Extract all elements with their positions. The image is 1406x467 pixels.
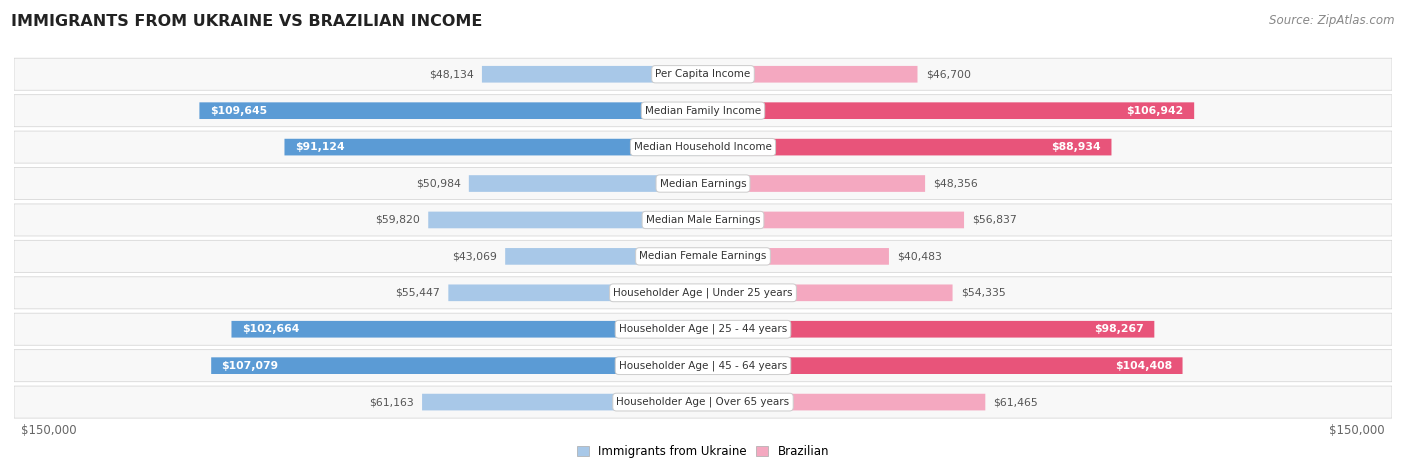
FancyBboxPatch shape — [14, 386, 1392, 418]
Text: Per Capita Income: Per Capita Income — [655, 69, 751, 79]
FancyBboxPatch shape — [14, 313, 1392, 345]
Text: Householder Age | 45 - 64 years: Householder Age | 45 - 64 years — [619, 361, 787, 371]
FancyBboxPatch shape — [14, 95, 1392, 127]
FancyBboxPatch shape — [505, 248, 703, 265]
Text: $46,700: $46,700 — [925, 69, 970, 79]
Text: IMMIGRANTS FROM UKRAINE VS BRAZILIAN INCOME: IMMIGRANTS FROM UKRAINE VS BRAZILIAN INC… — [11, 14, 482, 29]
Text: $40,483: $40,483 — [897, 251, 942, 262]
FancyBboxPatch shape — [211, 357, 703, 374]
FancyBboxPatch shape — [703, 284, 952, 301]
Text: Median Family Income: Median Family Income — [645, 106, 761, 116]
FancyBboxPatch shape — [422, 394, 703, 410]
Text: $55,447: $55,447 — [395, 288, 440, 298]
Text: $61,465: $61,465 — [994, 397, 1038, 407]
Text: Householder Age | Over 65 years: Householder Age | Over 65 years — [616, 397, 790, 407]
Text: $48,356: $48,356 — [934, 178, 979, 189]
FancyBboxPatch shape — [232, 321, 703, 338]
Text: $102,664: $102,664 — [242, 324, 299, 334]
Text: Median Female Earnings: Median Female Earnings — [640, 251, 766, 262]
Legend: Immigrants from Ukraine, Brazilian: Immigrants from Ukraine, Brazilian — [576, 445, 830, 458]
FancyBboxPatch shape — [703, 357, 1182, 374]
Text: $88,934: $88,934 — [1052, 142, 1101, 152]
FancyBboxPatch shape — [284, 139, 703, 156]
FancyBboxPatch shape — [429, 212, 703, 228]
Text: $150,000: $150,000 — [21, 424, 76, 437]
Text: $61,163: $61,163 — [368, 397, 413, 407]
FancyBboxPatch shape — [468, 175, 703, 192]
Text: $91,124: $91,124 — [295, 142, 344, 152]
FancyBboxPatch shape — [14, 241, 1392, 272]
FancyBboxPatch shape — [703, 212, 965, 228]
FancyBboxPatch shape — [14, 277, 1392, 309]
Text: Householder Age | 25 - 44 years: Householder Age | 25 - 44 years — [619, 324, 787, 334]
FancyBboxPatch shape — [482, 66, 703, 83]
FancyBboxPatch shape — [14, 204, 1392, 236]
Text: Median Male Earnings: Median Male Earnings — [645, 215, 761, 225]
Text: $59,820: $59,820 — [375, 215, 420, 225]
Text: $107,079: $107,079 — [222, 361, 278, 371]
FancyBboxPatch shape — [14, 58, 1392, 90]
Text: Median Earnings: Median Earnings — [659, 178, 747, 189]
FancyBboxPatch shape — [14, 350, 1392, 382]
FancyBboxPatch shape — [703, 139, 1112, 156]
FancyBboxPatch shape — [703, 248, 889, 265]
Text: Householder Age | Under 25 years: Householder Age | Under 25 years — [613, 288, 793, 298]
FancyBboxPatch shape — [703, 394, 986, 410]
FancyBboxPatch shape — [14, 131, 1392, 163]
Text: $43,069: $43,069 — [453, 251, 496, 262]
Text: Median Household Income: Median Household Income — [634, 142, 772, 152]
FancyBboxPatch shape — [703, 175, 925, 192]
Text: $104,408: $104,408 — [1115, 361, 1173, 371]
FancyBboxPatch shape — [14, 168, 1392, 199]
Text: $109,645: $109,645 — [209, 106, 267, 116]
Text: $56,837: $56,837 — [973, 215, 1017, 225]
Text: $54,335: $54,335 — [960, 288, 1005, 298]
FancyBboxPatch shape — [703, 102, 1194, 119]
FancyBboxPatch shape — [703, 66, 918, 83]
Text: $150,000: $150,000 — [1330, 424, 1385, 437]
Text: $106,942: $106,942 — [1126, 106, 1184, 116]
Text: $50,984: $50,984 — [416, 178, 461, 189]
Text: $48,134: $48,134 — [429, 69, 474, 79]
Text: Source: ZipAtlas.com: Source: ZipAtlas.com — [1270, 14, 1395, 27]
FancyBboxPatch shape — [449, 284, 703, 301]
FancyBboxPatch shape — [200, 102, 703, 119]
FancyBboxPatch shape — [703, 321, 1154, 338]
Text: $98,267: $98,267 — [1094, 324, 1144, 334]
